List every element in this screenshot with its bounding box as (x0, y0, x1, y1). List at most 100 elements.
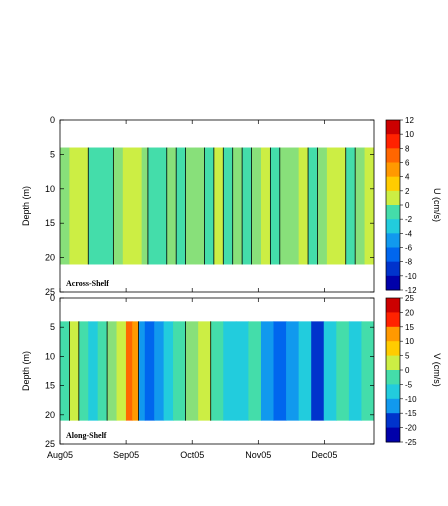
colorbar-tick-label: 15 (405, 323, 414, 332)
colorbar-swatch (386, 413, 400, 429)
colorbar-tick-label: -5 (405, 380, 413, 389)
heatmap-cell (355, 147, 366, 265)
heatmap-field (60, 147, 374, 265)
heatmap-cell (317, 147, 328, 265)
heatmap-cell (204, 147, 215, 265)
heatmap-cell (279, 147, 290, 265)
colorbar-tick-label: 10 (405, 130, 414, 139)
heatmap-cell (97, 321, 108, 421)
y-tick-label: 10 (45, 184, 55, 194)
plot-frame (59, 297, 375, 445)
x-tick-label: Aug05 (47, 450, 73, 460)
heatmap-cell (173, 321, 187, 421)
y-tick-label: 20 (45, 410, 55, 420)
heatmap-cell (323, 321, 337, 421)
colorbar-tick-label: -10 (405, 395, 417, 404)
heatmap-cell (242, 147, 253, 265)
heatmap-cell (94, 147, 105, 265)
heatmap-cell (308, 147, 319, 265)
colorbar-swatch (386, 247, 400, 263)
panel-label: Across-Shelf (66, 279, 109, 288)
heatmap-cell (141, 147, 149, 265)
heatmap-cell (286, 321, 300, 421)
colorbar-tick-label: 0 (405, 366, 410, 375)
y-tick-label: 15 (45, 218, 55, 228)
across-shelf-panel: 0 5 10 15 20 25 Depth (m) Across-Shelf (21, 115, 375, 297)
heatmap-cell (113, 147, 124, 265)
heatmap-cell (176, 147, 187, 265)
x-tick-label: Sep05 (113, 450, 139, 460)
colorbar-tick-label: 25 (405, 294, 414, 303)
colorbar-swatch (386, 427, 400, 443)
heatmap-cell (210, 321, 224, 421)
heatmap-cell (260, 321, 275, 421)
colorbar-swatch (386, 205, 400, 220)
colorbar-tick-label: 4 (405, 173, 410, 182)
heatmap-cell (107, 321, 118, 421)
heatmap-cell (157, 147, 168, 265)
colorbar-tick-label: -4 (405, 229, 413, 238)
colorbar-tick-label: 20 (405, 308, 414, 317)
heatmap-cell (138, 321, 146, 421)
heatmap-field (60, 321, 374, 421)
x-tick-label: Oct05 (180, 450, 204, 460)
heatmap-cell (326, 147, 337, 265)
colorbar-swatch (386, 398, 400, 414)
heatmap-cell (289, 147, 300, 265)
colorbar-title: V (cm/s) (432, 353, 442, 387)
heatmap-cell (198, 321, 212, 421)
colorbar-swatch (386, 176, 400, 192)
colorbar-swatch (386, 312, 400, 328)
y-tick-label: 25 (45, 287, 55, 297)
colorbar-swatch (386, 326, 400, 342)
heatmap-cell (88, 147, 96, 265)
heatmap-cell (122, 147, 133, 265)
heatmap-cell (298, 147, 309, 265)
heatmap-cell (311, 321, 325, 421)
colorbar-tick-label: 10 (405, 337, 414, 346)
colorbar-swatch (386, 261, 400, 277)
heatmap-cell (235, 321, 249, 421)
colorbar-tick-label: -20 (405, 424, 417, 433)
v-colorbar: 25 20 15 10 5 0 -5 -10 -15 -20 -25 V (cm/s) (385, 294, 442, 447)
y-axis-title: Depth (m) (21, 351, 31, 391)
heatmap-cell (260, 147, 271, 265)
y-tick-label: 5 (50, 322, 55, 332)
heatmap-cell (361, 321, 374, 421)
colorbar-swatch (386, 341, 400, 357)
heatmap-cell (298, 321, 312, 421)
colorbar-tick-label: -2 (405, 215, 413, 224)
colorbar-swatch (386, 120, 400, 135)
heatmap-cell (60, 147, 71, 265)
x-tick-label: Nov05 (245, 450, 271, 460)
y-tick-label: 0 (50, 293, 55, 303)
heatmap-cell (116, 321, 127, 421)
heatmap-cell (270, 147, 281, 265)
y-tick-label: 5 (50, 149, 55, 159)
heatmap-cell (185, 147, 196, 265)
colorbar-tick-label: 8 (405, 144, 410, 153)
y-tick-label: 15 (45, 381, 55, 391)
heatmap-cell (248, 321, 262, 421)
heatmap-cell (103, 147, 114, 265)
colorbar-tick-label: 5 (405, 352, 410, 361)
heatmap-cell (132, 321, 140, 421)
heatmap-cell (336, 147, 347, 265)
colorbar-tick-label: 6 (405, 159, 410, 168)
colorbar-swatch (386, 148, 400, 163)
colorbar-tick-label: -12 (405, 286, 417, 295)
colorbar-swatch (386, 384, 400, 400)
heatmap-cell (163, 321, 174, 421)
colorbar-tick-label: -25 (405, 438, 417, 447)
heatmap-cell (147, 147, 158, 265)
colorbar-tick-label: 0 (405, 201, 410, 210)
heatmap-cell (185, 321, 199, 421)
plot-frame (59, 119, 375, 293)
colorbar-tick-label: -15 (405, 409, 417, 418)
heatmap-cell (336, 321, 350, 421)
colorbar-swatch (386, 298, 400, 313)
colorbar-title: U (cm/s) (432, 188, 442, 222)
colorbar-swatch (386, 370, 400, 385)
heatmap-cell (132, 147, 143, 265)
